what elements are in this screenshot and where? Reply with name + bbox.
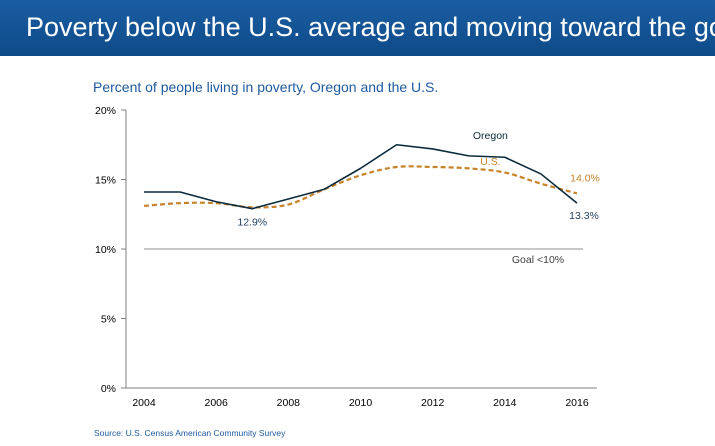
data-label: 13.3%	[569, 210, 599, 222]
source-note: Source: U.S. Census American Community S…	[94, 428, 286, 438]
goal-layer: Goal <10%	[144, 248, 583, 266]
x-tick-label: 2014	[493, 397, 517, 409]
axes: 0% 5% 10% 15% 20% 2004 2006 2008 2010 2012 2014 201…	[95, 105, 597, 409]
y-tick-label: 10%	[95, 244, 116, 256]
chart-title: Percent of people living in poverty, Ore…	[93, 79, 439, 95]
oregon-series-line	[144, 143, 578, 210]
legend-label-oregon: Oregon	[473, 130, 508, 142]
x-tick-label: 2010	[349, 397, 373, 409]
y-tick-label: 15%	[95, 175, 116, 187]
title-banner: Poverty below the U.S. average and movin…	[0, 0, 715, 56]
x-tick-label: 2012	[421, 397, 445, 409]
x-tick-label: 2016	[565, 397, 589, 409]
us-series-line	[143, 165, 578, 209]
page-title: Poverty below the U.S. average and movin…	[26, 12, 715, 42]
y-tick-label: 0%	[101, 383, 116, 395]
goal-label: Goal <10%	[512, 254, 564, 266]
data-label: 12.9%	[237, 217, 267, 229]
label-layer: Oregon U.S. 12.9% 14.0% 13.3%	[237, 130, 600, 229]
y-tick-label: 20%	[95, 105, 116, 117]
x-tick-label: 2006	[204, 397, 228, 409]
data-label: 14.0%	[570, 172, 600, 184]
x-tick-label: 2008	[277, 397, 301, 409]
x-tick-label: 2004	[132, 397, 156, 409]
series-layer	[143, 143, 578, 210]
legend-label-us: U.S.	[480, 156, 500, 168]
y-tick-label: 5%	[101, 314, 116, 326]
